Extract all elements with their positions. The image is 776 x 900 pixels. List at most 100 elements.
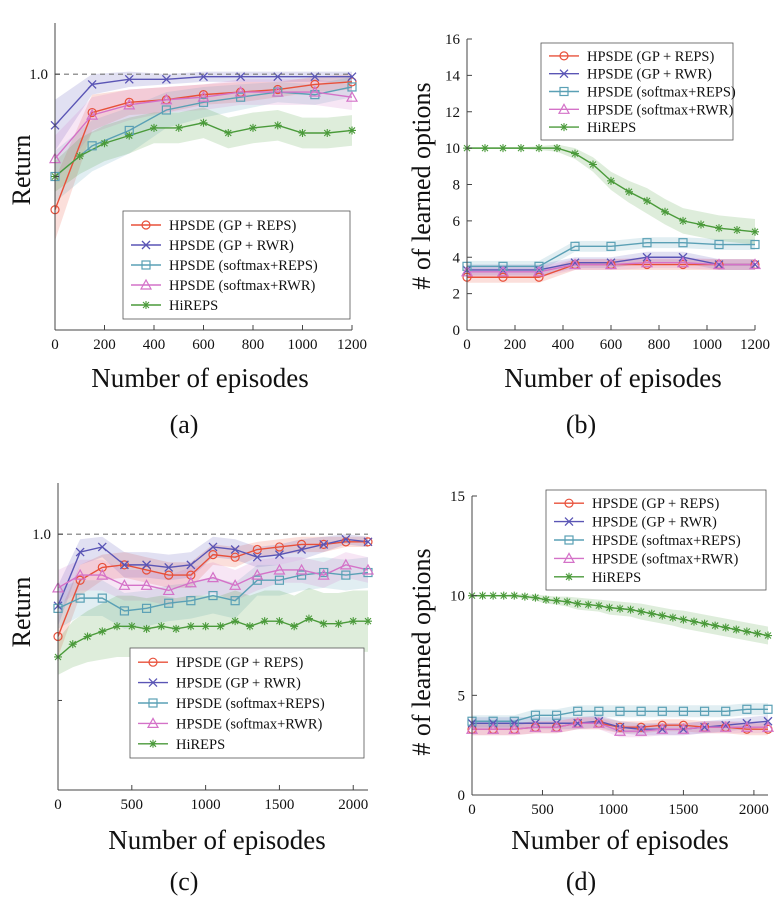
data-point (230, 596, 240, 606)
legend-label: HPSDE (softmax+RWR) (592, 551, 739, 567)
data-point (616, 604, 624, 613)
y-axis-label: # of learned options (407, 82, 436, 289)
legend-swatch-marker (564, 498, 574, 508)
data-point (199, 118, 208, 127)
x-tick-label: 1500 (264, 797, 294, 813)
y-tick-label: 4 (453, 250, 461, 266)
data-point (626, 605, 635, 614)
legend-swatch-marker (149, 739, 157, 748)
x-tick-label: 1000 (191, 797, 221, 813)
band-2 (467, 237, 755, 272)
data-point (761, 720, 775, 732)
legend-swatch-marker (557, 103, 571, 114)
data-point (274, 542, 285, 552)
legend-label: HPSDE (GP + RWR) (169, 238, 294, 254)
panel-d: 0 500 1000 1500 2000 0 5 10 15 HPSDE (GP + REPS)… (407, 489, 775, 896)
data-point (273, 563, 286, 575)
data-point (732, 625, 741, 634)
data-point (498, 272, 508, 282)
y-axis-label: Return (7, 135, 36, 206)
data-point (656, 722, 669, 734)
data-point (216, 622, 225, 631)
data-point (75, 593, 85, 603)
data-point (231, 617, 240, 626)
data-point (517, 144, 525, 153)
data-point (96, 568, 109, 580)
data-point (341, 534, 351, 544)
panel-b: 0 200 400 600 800 1000 1200 0 2 4 6 8 10 12 14 16 HPSDE… (407, 32, 770, 439)
data-point (140, 579, 153, 590)
series-lines (472, 594, 769, 732)
data-point (252, 552, 262, 562)
data-point (520, 592, 529, 601)
legend-swatch-marker (141, 220, 151, 230)
tick-labels: 0 500 1000 1500 2000 0 5 10 15 (450, 489, 769, 818)
data-point (594, 706, 604, 716)
data-point (499, 591, 508, 600)
legend-swatch-marker (560, 123, 568, 132)
data-point (584, 600, 593, 609)
data-point (677, 722, 690, 734)
data-point (345, 90, 359, 102)
legend-label: HPSDE (softmax+REPS) (169, 258, 318, 274)
data-point (642, 238, 652, 248)
legend-swatch-marker (139, 278, 153, 290)
data-point (274, 550, 284, 560)
y-tick-label: 0 (453, 323, 461, 339)
data-point (714, 260, 724, 269)
data-point (764, 631, 772, 640)
data-point (86, 108, 99, 120)
y-tick-label: 16 (445, 32, 461, 48)
data-point (119, 606, 130, 616)
x-tick-label: 0 (51, 337, 59, 353)
data-point (161, 74, 171, 84)
data-point (124, 97, 134, 107)
tick-labels: 0 200 400 600 800 1000 1200 1.0 (29, 67, 367, 353)
data-point (690, 617, 698, 626)
legend-swatch-marker (148, 678, 158, 688)
data-point (573, 718, 583, 728)
data-point (186, 622, 195, 631)
data-point (715, 224, 723, 233)
data-point (160, 93, 173, 105)
data-point (753, 629, 762, 638)
data-point (319, 539, 329, 549)
data-point (304, 614, 313, 623)
legend-label: HPSDE (softmax+RWR) (587, 102, 734, 118)
legend-swatch-marker (564, 517, 574, 527)
data-point (636, 722, 646, 732)
data-point (334, 619, 343, 628)
data-point (230, 552, 240, 562)
legend-label: HiREPS (587, 120, 636, 136)
legend-label: HPSDE (GP + RWR) (592, 515, 717, 531)
data-point (208, 550, 218, 560)
data-point (643, 196, 651, 205)
legend-swatch-marker (564, 535, 574, 545)
data-point (230, 545, 240, 554)
band-1 (55, 71, 352, 151)
data-point (510, 591, 519, 600)
x-tick-label: 1200 (337, 337, 367, 353)
x-axis-label: Number of episodes (108, 825, 325, 855)
series-line-0 (57, 541, 368, 637)
data-point (197, 90, 210, 102)
data-point (571, 717, 584, 728)
data-point (740, 720, 753, 732)
data-point (141, 603, 152, 613)
data-point (499, 144, 507, 153)
legend-swatch-marker (562, 552, 576, 564)
data-point (97, 542, 107, 552)
x-tick-label: 200 (93, 337, 116, 353)
x-tick-label: 1000 (288, 337, 318, 353)
legend-swatch-marker (141, 260, 151, 270)
data-point (551, 710, 562, 720)
data-point (124, 74, 134, 84)
data-point (750, 260, 760, 269)
data-point (550, 720, 563, 732)
data-point (83, 632, 92, 641)
x-tick-label: 200 (504, 337, 527, 353)
legend-label: HPSDE (GP + RWR) (176, 676, 301, 692)
data-point (679, 615, 688, 624)
